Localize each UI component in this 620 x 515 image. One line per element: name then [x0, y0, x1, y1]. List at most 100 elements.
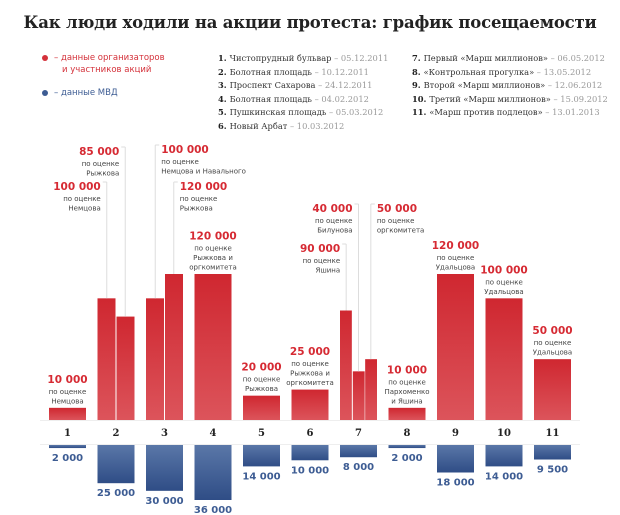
- value-label: 120 000: [432, 240, 480, 252]
- police-bar: [194, 445, 232, 500]
- police-value-label: 8 000: [343, 462, 374, 473]
- estimate-note: по оценке: [63, 195, 101, 203]
- legend: – данные организаторов и участников акци…: [42, 52, 165, 110]
- legend-organizers-line2: и участников акций: [62, 65, 152, 75]
- estimate-note: Билунова: [317, 227, 352, 235]
- police-bar: [49, 445, 86, 449]
- blue-dot-icon: [42, 90, 48, 96]
- event-date: – 04.02.2012: [311, 93, 369, 104]
- event-item: 6. Новый Арбат – 10.03.2012: [218, 120, 388, 134]
- police-bar: [534, 445, 571, 460]
- organizers-bar: [340, 310, 352, 420]
- event-date: – 15.09.2012: [550, 93, 608, 104]
- bar-group-2: 100 000 по оценке Немцова 85 000 по оценке Ры…: [53, 146, 135, 499]
- category-label: 2: [113, 428, 120, 439]
- police-bar: [243, 445, 280, 467]
- value-label: 100 000: [161, 144, 209, 156]
- organizers-bar: [365, 359, 377, 420]
- police-value-label: 14 000: [485, 471, 523, 482]
- estimate-note: Яшина: [315, 267, 340, 275]
- event-item: 1. Чистопрудный бульвар – 05.12.2011: [218, 52, 388, 66]
- event-date: – 06.05.2012: [547, 53, 605, 63]
- estimate-note: Пархоменко: [384, 388, 429, 396]
- event-name: Чистопрудный бульвар: [229, 53, 332, 63]
- event-item: 4. Болотная площадь – 04.02.2012: [218, 93, 388, 107]
- category-label: 3: [161, 428, 168, 439]
- event-date: – 24.12.2011: [315, 80, 373, 91]
- value-label: 25 000: [290, 346, 330, 358]
- value-label: 20 000: [241, 362, 281, 374]
- estimate-note: Рыжкова: [245, 385, 278, 393]
- estimate-note: по оценке: [49, 388, 87, 396]
- estimate-note: по оценке: [485, 278, 523, 286]
- bar-group-10: 100 000 по оценке Удальцова 10 14 000: [480, 264, 528, 482]
- organizers-bar: [194, 274, 232, 420]
- police-value-label: 14 000: [242, 471, 280, 482]
- event-number: 6.: [218, 120, 230, 131]
- organizers-bar: [243, 395, 280, 420]
- organizers-bar: [165, 274, 183, 420]
- police-bar: [291, 445, 329, 461]
- value-label: 90 000: [300, 243, 340, 255]
- value-label: 50 000: [532, 325, 572, 337]
- event-date: – 05.03.2012: [326, 107, 384, 118]
- estimate-note: Рыжкова и: [193, 254, 233, 262]
- event-number: 2.: [218, 66, 230, 77]
- event-name: Второй «Марш миллионов»: [423, 80, 546, 91]
- organizers-bar: [485, 298, 523, 420]
- value-label: 100 000: [480, 264, 528, 276]
- organizers-bar: [437, 274, 474, 420]
- value-label: 100 000: [53, 181, 101, 193]
- organizers-bar: [388, 407, 426, 420]
- organizers-bar: [97, 298, 116, 420]
- police-bar: [146, 445, 183, 491]
- bar-group-11: 50 000 по оценке Удальцова 11 9 500: [532, 325, 572, 475]
- organizers-bar: [116, 316, 135, 420]
- red-dot-icon: [42, 55, 48, 61]
- bar-group-9: 120 000 по оценке Удальцова 9 18 000: [432, 240, 480, 489]
- category-label: 5: [258, 428, 265, 439]
- bar-group-3: 100 000 по оценке Немцова и Навального 120 …: [145, 144, 246, 507]
- police-value-label: 10 000: [291, 465, 329, 476]
- estimate-note: Рыжкова: [180, 205, 213, 213]
- organizers-bar: [49, 407, 86, 420]
- event-date: – 12.06.2012: [545, 80, 603, 91]
- police-value-label: 36 000: [194, 505, 232, 515]
- event-item: 9. Второй «Марш миллионов» – 12.06.2012: [412, 79, 608, 93]
- organizers-bar: [352, 371, 365, 420]
- police-bar: [388, 445, 426, 449]
- estimate-note: по оценке: [388, 378, 426, 386]
- organizers-bar: [534, 359, 571, 420]
- police-value-label: 18 000: [436, 478, 474, 489]
- legend-organizers-line1: – данные организаторов: [54, 53, 165, 63]
- bar-group-7: 90 000 по оценке Яшина 40 000 по оценке Билун…: [300, 203, 424, 473]
- police-bar: [97, 445, 135, 484]
- police-value-label: 2 000: [52, 453, 83, 464]
- event-number: 7.: [412, 53, 424, 63]
- legend-police-text: – данные МВД: [54, 88, 118, 98]
- event-name: Болотная площадь: [229, 93, 312, 104]
- event-item: 3. Проспект Сахарова – 24.12.2011: [218, 79, 388, 93]
- category-label: 10: [497, 428, 511, 439]
- police-value-label: 30 000: [145, 496, 183, 507]
- event-number: 4.: [218, 93, 230, 104]
- estimate-note: оргкомитета: [286, 379, 334, 387]
- event-name: Первый «Марш миллионов»: [423, 53, 548, 63]
- estimate-note: Рыжкова: [86, 170, 119, 178]
- estimate-note: по оценке: [377, 217, 415, 225]
- category-label: 1: [64, 428, 71, 439]
- estimate-note: Немцова: [68, 205, 100, 213]
- value-label: 40 000: [312, 203, 352, 215]
- legend-organizers: – данные организаторов и участников акци…: [42, 52, 165, 76]
- event-item: 7. Первый «Марш миллионов» – 06.05.2012: [412, 52, 608, 66]
- chart-title: Как люди ходили на акции протеста: графи…: [23, 13, 597, 32]
- event-date: – 10.03.2012: [287, 120, 345, 131]
- event-date: – 05.12.2011: [331, 53, 389, 63]
- value-label: 50 000: [377, 203, 417, 215]
- event-name: «Марш против подлецов»: [429, 107, 543, 118]
- event-number: 1.: [218, 53, 230, 63]
- event-number: 10.: [412, 93, 430, 104]
